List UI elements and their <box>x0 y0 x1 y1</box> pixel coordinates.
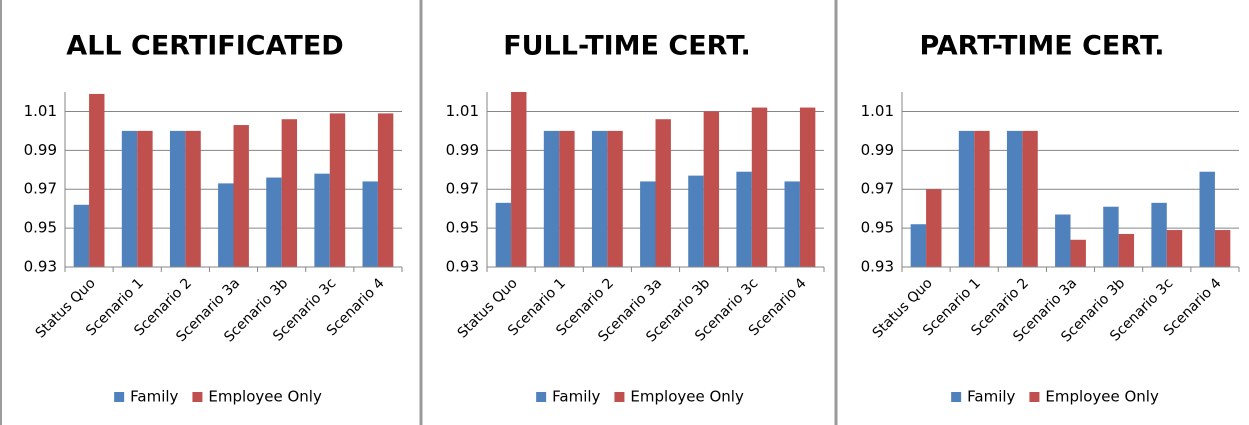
bar <box>736 171 752 267</box>
legend-swatch <box>951 392 962 402</box>
legend-swatch <box>536 392 547 402</box>
chart-title: FULL-TIME CERT. <box>503 31 751 62</box>
legend-label: Employee Only <box>630 388 744 406</box>
bar <box>607 130 623 267</box>
bar <box>1199 171 1215 267</box>
y-tick-label: 0.93 <box>861 258 894 276</box>
bar <box>1166 230 1183 267</box>
bar <box>655 119 671 267</box>
bar <box>1055 214 1071 267</box>
y-tick-label: 1.01 <box>24 102 57 120</box>
y-tick-label: 0.99 <box>24 141 57 159</box>
y-tick-label: 0.95 <box>24 219 57 237</box>
y-tick-label: 1.01 <box>446 102 479 120</box>
bar <box>266 177 282 267</box>
legend-label: Employee Only <box>208 388 322 406</box>
bar <box>910 224 927 267</box>
bar <box>137 130 153 267</box>
bar <box>1118 233 1135 267</box>
bar <box>1103 206 1119 267</box>
chart-title: PART-TIME CERT. <box>919 31 1164 62</box>
y-tick-label: 0.97 <box>861 180 894 198</box>
y-tick-label: 0.99 <box>861 141 894 159</box>
bar <box>362 181 378 267</box>
y-tick-label: 0.97 <box>24 180 57 198</box>
bar <box>640 181 656 267</box>
bar <box>688 175 704 267</box>
y-tick-label: 0.93 <box>24 258 57 276</box>
y-tick-label: 0.93 <box>446 258 479 276</box>
bar <box>974 130 990 267</box>
bar <box>799 107 816 267</box>
legend-label: Family <box>967 388 1015 406</box>
bar <box>703 111 720 267</box>
chart-title: ALL CERTIFICATED <box>66 31 343 62</box>
bar <box>495 202 512 267</box>
bar <box>185 130 201 267</box>
bar <box>591 130 608 267</box>
bar <box>958 130 975 267</box>
legend-label: Family <box>552 388 600 406</box>
bar <box>926 189 942 267</box>
bar <box>377 113 394 267</box>
y-tick-label: 0.95 <box>861 219 894 237</box>
bar <box>73 204 90 267</box>
y-tick-label: 1.01 <box>861 102 894 120</box>
bar <box>1006 130 1023 267</box>
bar <box>281 119 298 267</box>
legend-swatch <box>114 392 125 402</box>
bar <box>169 130 186 267</box>
bar <box>1151 202 1167 267</box>
bar <box>314 173 330 267</box>
legend-swatch <box>614 392 625 402</box>
bar <box>89 93 105 267</box>
bar <box>121 130 138 267</box>
bar <box>511 92 527 267</box>
y-tick-label: 0.97 <box>446 180 479 198</box>
bar <box>218 183 234 267</box>
y-tick-label: 0.95 <box>446 219 479 237</box>
legend-label: Employee Only <box>1045 388 1159 406</box>
bar <box>329 113 346 267</box>
bar <box>751 107 768 267</box>
legend-label: Family <box>130 388 178 406</box>
bar <box>1214 230 1231 267</box>
bar <box>1022 130 1038 267</box>
y-tick-label: 0.99 <box>446 141 479 159</box>
bar <box>784 181 800 267</box>
bar <box>559 130 575 267</box>
bar <box>543 130 560 267</box>
legend-swatch <box>1029 392 1040 402</box>
bar <box>1070 239 1086 267</box>
legend-swatch <box>192 392 203 402</box>
bar <box>233 125 249 267</box>
